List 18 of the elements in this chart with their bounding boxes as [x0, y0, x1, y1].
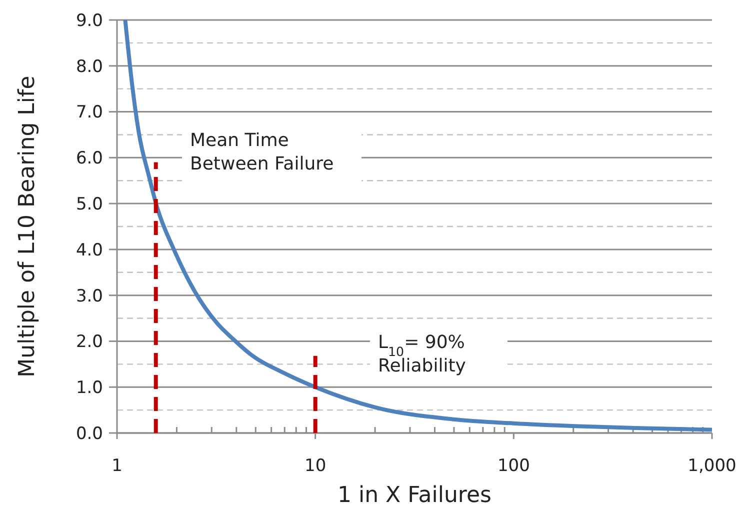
y-tick-label: 7.0: [76, 102, 103, 123]
x-axis-title: 1 in X Failures: [338, 483, 492, 508]
x-tick-label: 10: [304, 456, 326, 476]
annotation: L$_{10}$= 90% Reliability: [378, 332, 466, 376]
y-tick-label: 9.0: [76, 10, 103, 31]
y-tick-label: 3.0: [76, 286, 103, 306]
y-tick-label: 1.0: [76, 378, 103, 398]
y-tick-label: 0.0: [76, 424, 103, 444]
y-tick-label: 8.0: [76, 56, 103, 77]
y-tick-label: 6.0: [76, 148, 103, 169]
y-tick-label: 5.0: [76, 194, 103, 215]
annotation: Mean Time Between Failure: [190, 130, 334, 174]
x-tick-label: 100: [497, 456, 530, 476]
y-tick-label: 4.0: [76, 240, 103, 260]
y-axis-title: Multiple of L10 Bearing Life: [15, 76, 40, 378]
y-tick-label: 2.0: [76, 332, 103, 352]
x-tick-label: 1,000: [688, 456, 736, 476]
x-tick-label: 1: [112, 456, 122, 476]
